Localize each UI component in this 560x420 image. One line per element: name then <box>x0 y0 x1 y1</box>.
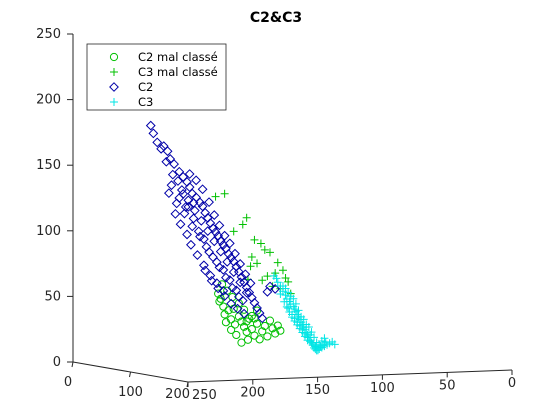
c2-point <box>230 268 238 276</box>
a-tick-label: 100 <box>118 385 143 400</box>
c2-point <box>149 129 157 137</box>
c2-point <box>187 241 195 249</box>
c2-point <box>170 160 178 168</box>
c3-mal-class--point <box>279 266 287 274</box>
a-tick-mark <box>130 372 131 377</box>
c2-point <box>176 220 184 228</box>
z-tick-label: 100 <box>36 224 61 239</box>
c2-point <box>188 222 196 230</box>
z-axis-ticks: 0 50 100 150 200 250 <box>36 27 73 370</box>
b-axis-ticks: 250 200 150 100 50 0 <box>188 370 516 403</box>
c2-mal-class--point <box>220 303 227 310</box>
legend-label: C2 mal classé <box>138 50 218 64</box>
c3-mal-class--point <box>274 259 282 267</box>
c2-point <box>226 239 234 247</box>
c2-point <box>147 121 155 129</box>
c2-mal-class--point <box>251 332 258 339</box>
b-tick-label: 100 <box>370 381 395 396</box>
z-tick-label: 250 <box>36 27 61 42</box>
c3-mal-class--point <box>269 282 277 290</box>
z-tick-label: 0 <box>53 355 61 370</box>
b-tick-label: 200 <box>240 386 265 401</box>
c2-point <box>165 189 173 197</box>
c2-point <box>179 190 187 198</box>
a-tick-label: 0 <box>64 375 72 390</box>
c2-point <box>209 253 217 261</box>
c3-mal-class--point <box>239 221 247 229</box>
c2-mal-class--point <box>228 326 235 333</box>
c2-point <box>192 176 200 184</box>
a-axis-ticks: 0 100 200 <box>64 362 190 402</box>
c3-mal-class--point <box>248 253 256 261</box>
chart-title: C2&C3 <box>250 10 302 26</box>
c3-mal-class--point <box>243 214 251 222</box>
legend-label: C3 <box>138 95 153 109</box>
c3-mal-class--point <box>212 193 220 201</box>
a-tick-mark <box>72 362 73 367</box>
c2-mal-class--point <box>253 307 260 314</box>
b-tick-label: 0 <box>508 376 516 391</box>
b-tick-label: 50 <box>439 378 456 393</box>
c3-mal-class--point <box>250 236 258 244</box>
c2-point <box>171 210 179 218</box>
c2-point <box>204 227 212 235</box>
z-tick-label: 150 <box>36 158 61 173</box>
c3-mal-class--point <box>230 227 238 235</box>
series-c2 <box>147 121 280 322</box>
c2-mal-class--point <box>266 317 273 324</box>
c3-mal-class--point <box>257 240 265 248</box>
c2-point <box>198 185 206 193</box>
c2-mal-class--point <box>256 336 263 343</box>
series-c3 <box>270 272 339 355</box>
b-tick-label: 250 <box>192 388 217 403</box>
c2-point <box>183 230 191 238</box>
legend-label: C3 mal classé <box>138 65 218 79</box>
c2-point <box>189 214 197 222</box>
z-tick-label: 50 <box>44 289 61 304</box>
c2-mal-class--point <box>264 333 271 340</box>
c2-point <box>175 194 183 202</box>
c3-mal-class--point <box>258 276 266 284</box>
b-tick-label: 150 <box>305 383 330 398</box>
c2-mal-class--point <box>238 339 245 346</box>
a-tick-label: 200 <box>165 387 190 402</box>
b-axis-line <box>188 370 512 382</box>
c3-mal-class--point <box>221 190 229 198</box>
z-tick-label: 200 <box>36 93 61 108</box>
c2-point <box>193 251 201 259</box>
legend-label: C2 <box>138 80 153 94</box>
c2-mal-class--point <box>221 311 228 318</box>
c2-point <box>172 199 180 207</box>
